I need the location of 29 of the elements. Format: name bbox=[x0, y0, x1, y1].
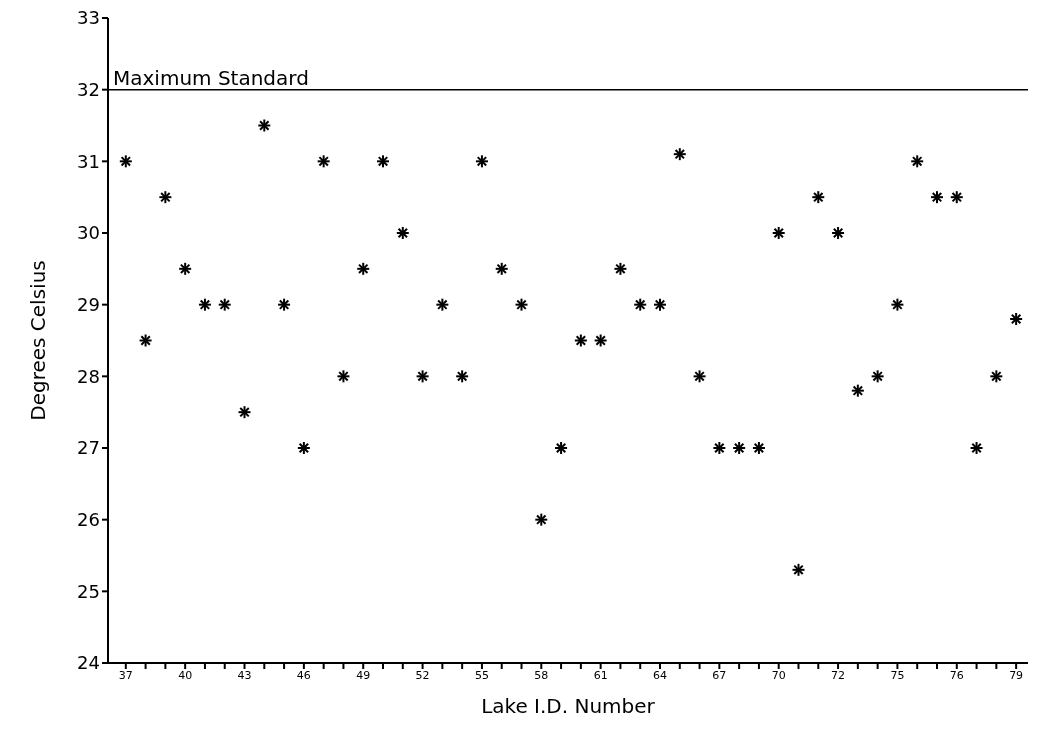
x-axis-title: Lake I.D. Number bbox=[481, 694, 656, 718]
y-tick-label: 29 bbox=[77, 294, 100, 316]
x-tick-label: 55 bbox=[474, 668, 489, 682]
y-tick-label: 28 bbox=[77, 365, 100, 387]
x-tick-label: 58 bbox=[534, 668, 549, 682]
x-tick-label: 72 bbox=[831, 668, 846, 682]
y-tick-label: 33 bbox=[77, 7, 100, 29]
x-tick-label: 64 bbox=[653, 668, 667, 682]
x-tick-label: 49 bbox=[356, 668, 371, 682]
x-tick-label: 75 bbox=[890, 668, 905, 682]
x-tick-label: 40 bbox=[178, 668, 193, 682]
x-tick-label: 46 bbox=[296, 668, 311, 682]
y-tick-label: 26 bbox=[77, 509, 100, 531]
y-tick-label: 25 bbox=[77, 580, 100, 602]
y-tick-label: 24 bbox=[77, 652, 100, 674]
x-tick-label: 37 bbox=[118, 668, 133, 682]
x-tick-label: 76 bbox=[949, 668, 964, 682]
x-tick-label: 70 bbox=[771, 668, 786, 682]
y-tick-label: 27 bbox=[77, 437, 100, 459]
x-tick-label: 52 bbox=[415, 668, 430, 682]
x-tick-label: 67 bbox=[712, 668, 727, 682]
x-tick-label: 79 bbox=[1009, 668, 1024, 682]
y-tick-label: 31 bbox=[77, 150, 100, 172]
x-tick-label: 43 bbox=[237, 668, 252, 682]
y-axis-title: Degrees Celsius bbox=[26, 260, 51, 421]
y-tick-label: 32 bbox=[77, 79, 100, 101]
y-tick-label: 30 bbox=[77, 222, 100, 244]
ref-line-label: Maximum Standard bbox=[113, 65, 309, 90]
x-tick-label: 61 bbox=[593, 668, 608, 682]
